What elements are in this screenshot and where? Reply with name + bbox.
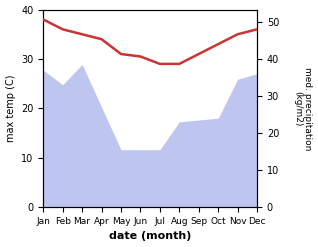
X-axis label: date (month): date (month) <box>109 231 191 242</box>
Y-axis label: med. precipitation
(kg/m2): med. precipitation (kg/m2) <box>293 67 313 150</box>
Y-axis label: max temp (C): max temp (C) <box>5 75 16 142</box>
